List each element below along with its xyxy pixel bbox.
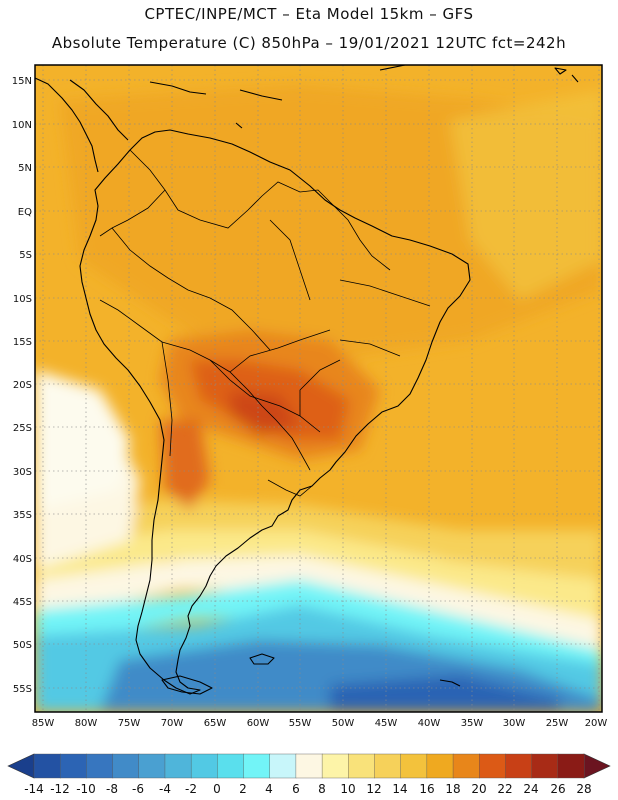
colorbar-label: 20: [471, 782, 486, 796]
lat-label: 5S: [19, 250, 32, 261]
latitude-labels: 15N 10N 5N EQ 5S 10S 15S 20S 25S 30S 35S…: [12, 76, 32, 695]
chart-subtitle: Absolute Temperature (C) 850hPa – 19/01/…: [51, 34, 567, 52]
lat-label: 5N: [18, 163, 32, 174]
colorbar-label: 16: [419, 782, 434, 796]
lat-label: 45S: [13, 597, 32, 608]
colorbar-cell: [33, 753, 61, 779]
colorbar-cell: [321, 753, 349, 779]
colorbar-cell: [531, 753, 559, 779]
colorbar-cell: [217, 753, 245, 779]
colorbar-label: 10: [340, 782, 355, 796]
colorbar-label: 12: [366, 782, 381, 796]
chart-title: CPTEC/INPE/MCT – Eta Model 15km – GFS: [144, 5, 474, 23]
lon-label: 85W: [32, 718, 55, 729]
colorbar-label: 18: [445, 782, 460, 796]
colorbar-label: 6: [292, 782, 300, 796]
colorbar: -14 -12 -10 -8 -6 -4 -2 0 2 4 6 8 10 12 …: [7, 753, 611, 796]
colorbar-label: 24: [523, 782, 538, 796]
colorbar-label: 26: [550, 782, 565, 796]
lon-label: 25W: [546, 718, 569, 729]
colorbar-label: -4: [159, 782, 171, 796]
lon-label: 40W: [418, 718, 441, 729]
temperature-map: 15N 10N 5N EQ 5S 10S 15S 20S 25S 30S 35S…: [7, 64, 611, 796]
colorbar-cell: [86, 753, 114, 779]
lat-label: 40S: [13, 554, 32, 565]
lon-label: 80W: [75, 718, 98, 729]
lat-label: 15N: [12, 76, 32, 87]
lat-label: 10N: [12, 120, 32, 131]
colorbar-label: -14: [24, 782, 44, 796]
colorbar-cell: [190, 753, 218, 779]
colorbar-cell: [243, 753, 271, 779]
lon-label: 45W: [375, 718, 398, 729]
lon-label: 75W: [118, 718, 141, 729]
colorbar-cell: [269, 753, 297, 779]
colorbar-cell: [452, 753, 480, 779]
lat-label: 55S: [13, 684, 32, 695]
colorbar-cell: [138, 753, 166, 779]
colorbar-cell: [59, 753, 87, 779]
colorbar-max-arrow: [583, 753, 611, 779]
colorbar-label: 0: [213, 782, 221, 796]
colorbar-label: -10: [76, 782, 96, 796]
colorbar-cell: [557, 753, 585, 779]
lat-label: 25S: [13, 423, 32, 434]
lon-label: 50W: [332, 718, 355, 729]
lat-label: 30S: [13, 467, 32, 478]
longitude-labels: 85W 80W 75W 70W 65W 60W 55W 50W 45W 40W …: [32, 718, 608, 729]
colorbar-label: -12: [50, 782, 70, 796]
colorbar-cell: [348, 753, 376, 779]
colorbar-cell: [505, 753, 533, 779]
colorbar-label: 22: [497, 782, 512, 796]
colorbar-cell: [164, 753, 192, 779]
colorbar-label: 2: [239, 782, 247, 796]
coastlines: [35, 65, 579, 695]
lon-label: 55W: [289, 718, 312, 729]
colorbar-cell: [374, 753, 402, 779]
colorbar-label: -2: [185, 782, 197, 796]
colorbar-label: 8: [318, 782, 326, 796]
colorbar-label: -6: [132, 782, 144, 796]
temperature-field: [35, 65, 602, 712]
lat-label: 15S: [13, 337, 32, 348]
colorbar-min-arrow: [7, 753, 35, 779]
lat-label: 10S: [13, 294, 32, 305]
colorbar-cell: [112, 753, 140, 779]
colorbar-label: 28: [576, 782, 591, 796]
lat-label: 50S: [13, 640, 32, 651]
colorbar-label: 4: [265, 782, 273, 796]
lat-label: 35S: [13, 510, 32, 521]
lon-label: 70W: [161, 718, 184, 729]
colorbar-label: 14: [392, 782, 407, 796]
colorbar-cell: [426, 753, 454, 779]
lon-label: 20W: [585, 718, 608, 729]
lon-label: 35W: [461, 718, 484, 729]
colorbar-cell: [400, 753, 428, 779]
lat-label: 20S: [13, 380, 32, 391]
lon-label: 65W: [204, 718, 227, 729]
plot-frame: [34, 64, 603, 713]
colorbar-cell: [479, 753, 507, 779]
grid-lines: [35, 65, 602, 712]
lat-label: EQ: [18, 207, 32, 218]
colorbar-label: -8: [106, 782, 118, 796]
lon-label: 30W: [503, 718, 526, 729]
colorbar-cell: [295, 753, 323, 779]
lon-label: 60W: [247, 718, 270, 729]
country-borders: [99, 149, 431, 497]
